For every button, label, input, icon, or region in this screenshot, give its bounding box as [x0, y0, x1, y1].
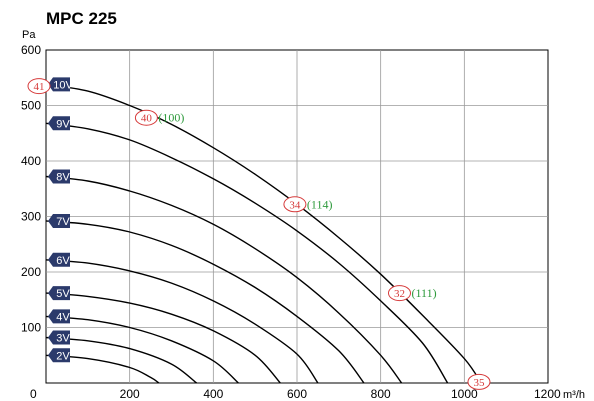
x-tick-label-400: 400: [203, 387, 223, 401]
sound-level-oval-35: [467, 373, 491, 390]
voltage-tag-7V: [48, 213, 70, 228]
operating-point-annotations: 41 40 (100) 34 (114) 32 (111) 35: [27, 78, 491, 390]
x-tick-label-1000: 1000: [451, 387, 478, 401]
voltage-tag-label-9V: 9V: [56, 118, 70, 130]
voltage-tag-label-6V: 6V: [56, 255, 70, 267]
curve-6V: [45, 259, 319, 384]
curve-5V: [45, 292, 281, 384]
voltage-tag-label-10V: 10V: [53, 79, 73, 91]
sound-level-40: 40: [141, 113, 153, 125]
power-value-34: (114): [307, 197, 333, 211]
y-tick-label-200: 200: [21, 265, 41, 279]
grid-lines: [45, 49, 549, 384]
voltage-tag-6V: [48, 252, 70, 267]
y-tick-label-400: 400: [21, 154, 41, 168]
curve-4V: [45, 315, 239, 384]
voltage-tag-label-2V: 2V: [56, 350, 70, 362]
voltage-tag-8V: [48, 169, 70, 184]
sound-level-oval-41: [27, 78, 51, 95]
voltage-tag-10V: [48, 77, 70, 92]
curve-8V: [45, 175, 403, 384]
power-value-40: (100): [158, 111, 184, 125]
curve-3V: [45, 336, 198, 384]
x-tick-label-0: 0: [30, 387, 37, 401]
y-axis-unit-label: Pa: [22, 29, 36, 41]
sound-level-oval-34: [283, 196, 307, 213]
sound-level-35: 35: [473, 377, 485, 389]
x-axis-ticks: 0 200 400 600 800 1000 1200 m³/h: [30, 387, 585, 401]
voltage-tags: 10V 9V 8V 7V 6V 5V 4V 3V 2V: [48, 77, 73, 363]
sound-level-32: 32: [394, 288, 405, 300]
chart-title: MPC 225: [46, 9, 117, 28]
y-axis-ticks: 100 200 300 400 500 600: [21, 43, 41, 335]
x-axis-unit-label: m³/h: [563, 389, 585, 401]
sound-level-oval-40: [134, 109, 158, 126]
sound-level-oval-32: [387, 285, 411, 302]
voltage-tag-4V: [48, 309, 70, 324]
voltage-tag-label-4V: 4V: [56, 311, 70, 323]
voltage-tag-label-3V: 3V: [56, 332, 70, 344]
y-tick-label-500: 500: [21, 99, 41, 113]
x-tick-label-600: 600: [287, 387, 307, 401]
power-value-32: (111): [411, 286, 436, 300]
voltage-tag-label-8V: 8V: [56, 172, 70, 184]
x-tick-label-200: 200: [120, 387, 140, 401]
curve-10V: [45, 83, 482, 384]
y-tick-label-100: 100: [21, 321, 41, 335]
x-tick-label-1200: 1200: [534, 387, 561, 401]
curve-9V: [45, 122, 449, 384]
voltage-tag-2V: [48, 348, 70, 363]
sound-level-34: 34: [289, 199, 301, 211]
voltage-tag-5V: [48, 286, 70, 301]
curve-7V: [45, 220, 365, 384]
x-tick-label-800: 800: [371, 387, 391, 401]
y-tick-label-600: 600: [21, 43, 41, 57]
voltage-tag-label-5V: 5V: [56, 288, 70, 300]
sound-level-41: 41: [34, 81, 45, 93]
voltage-tag-9V: [48, 116, 70, 131]
curve-2V: [45, 354, 160, 384]
fan-curves: [45, 83, 482, 384]
voltage-tag-label-7V: 7V: [56, 216, 70, 228]
voltage-tag-3V: [48, 330, 70, 345]
y-tick-label-300: 300: [21, 210, 41, 224]
